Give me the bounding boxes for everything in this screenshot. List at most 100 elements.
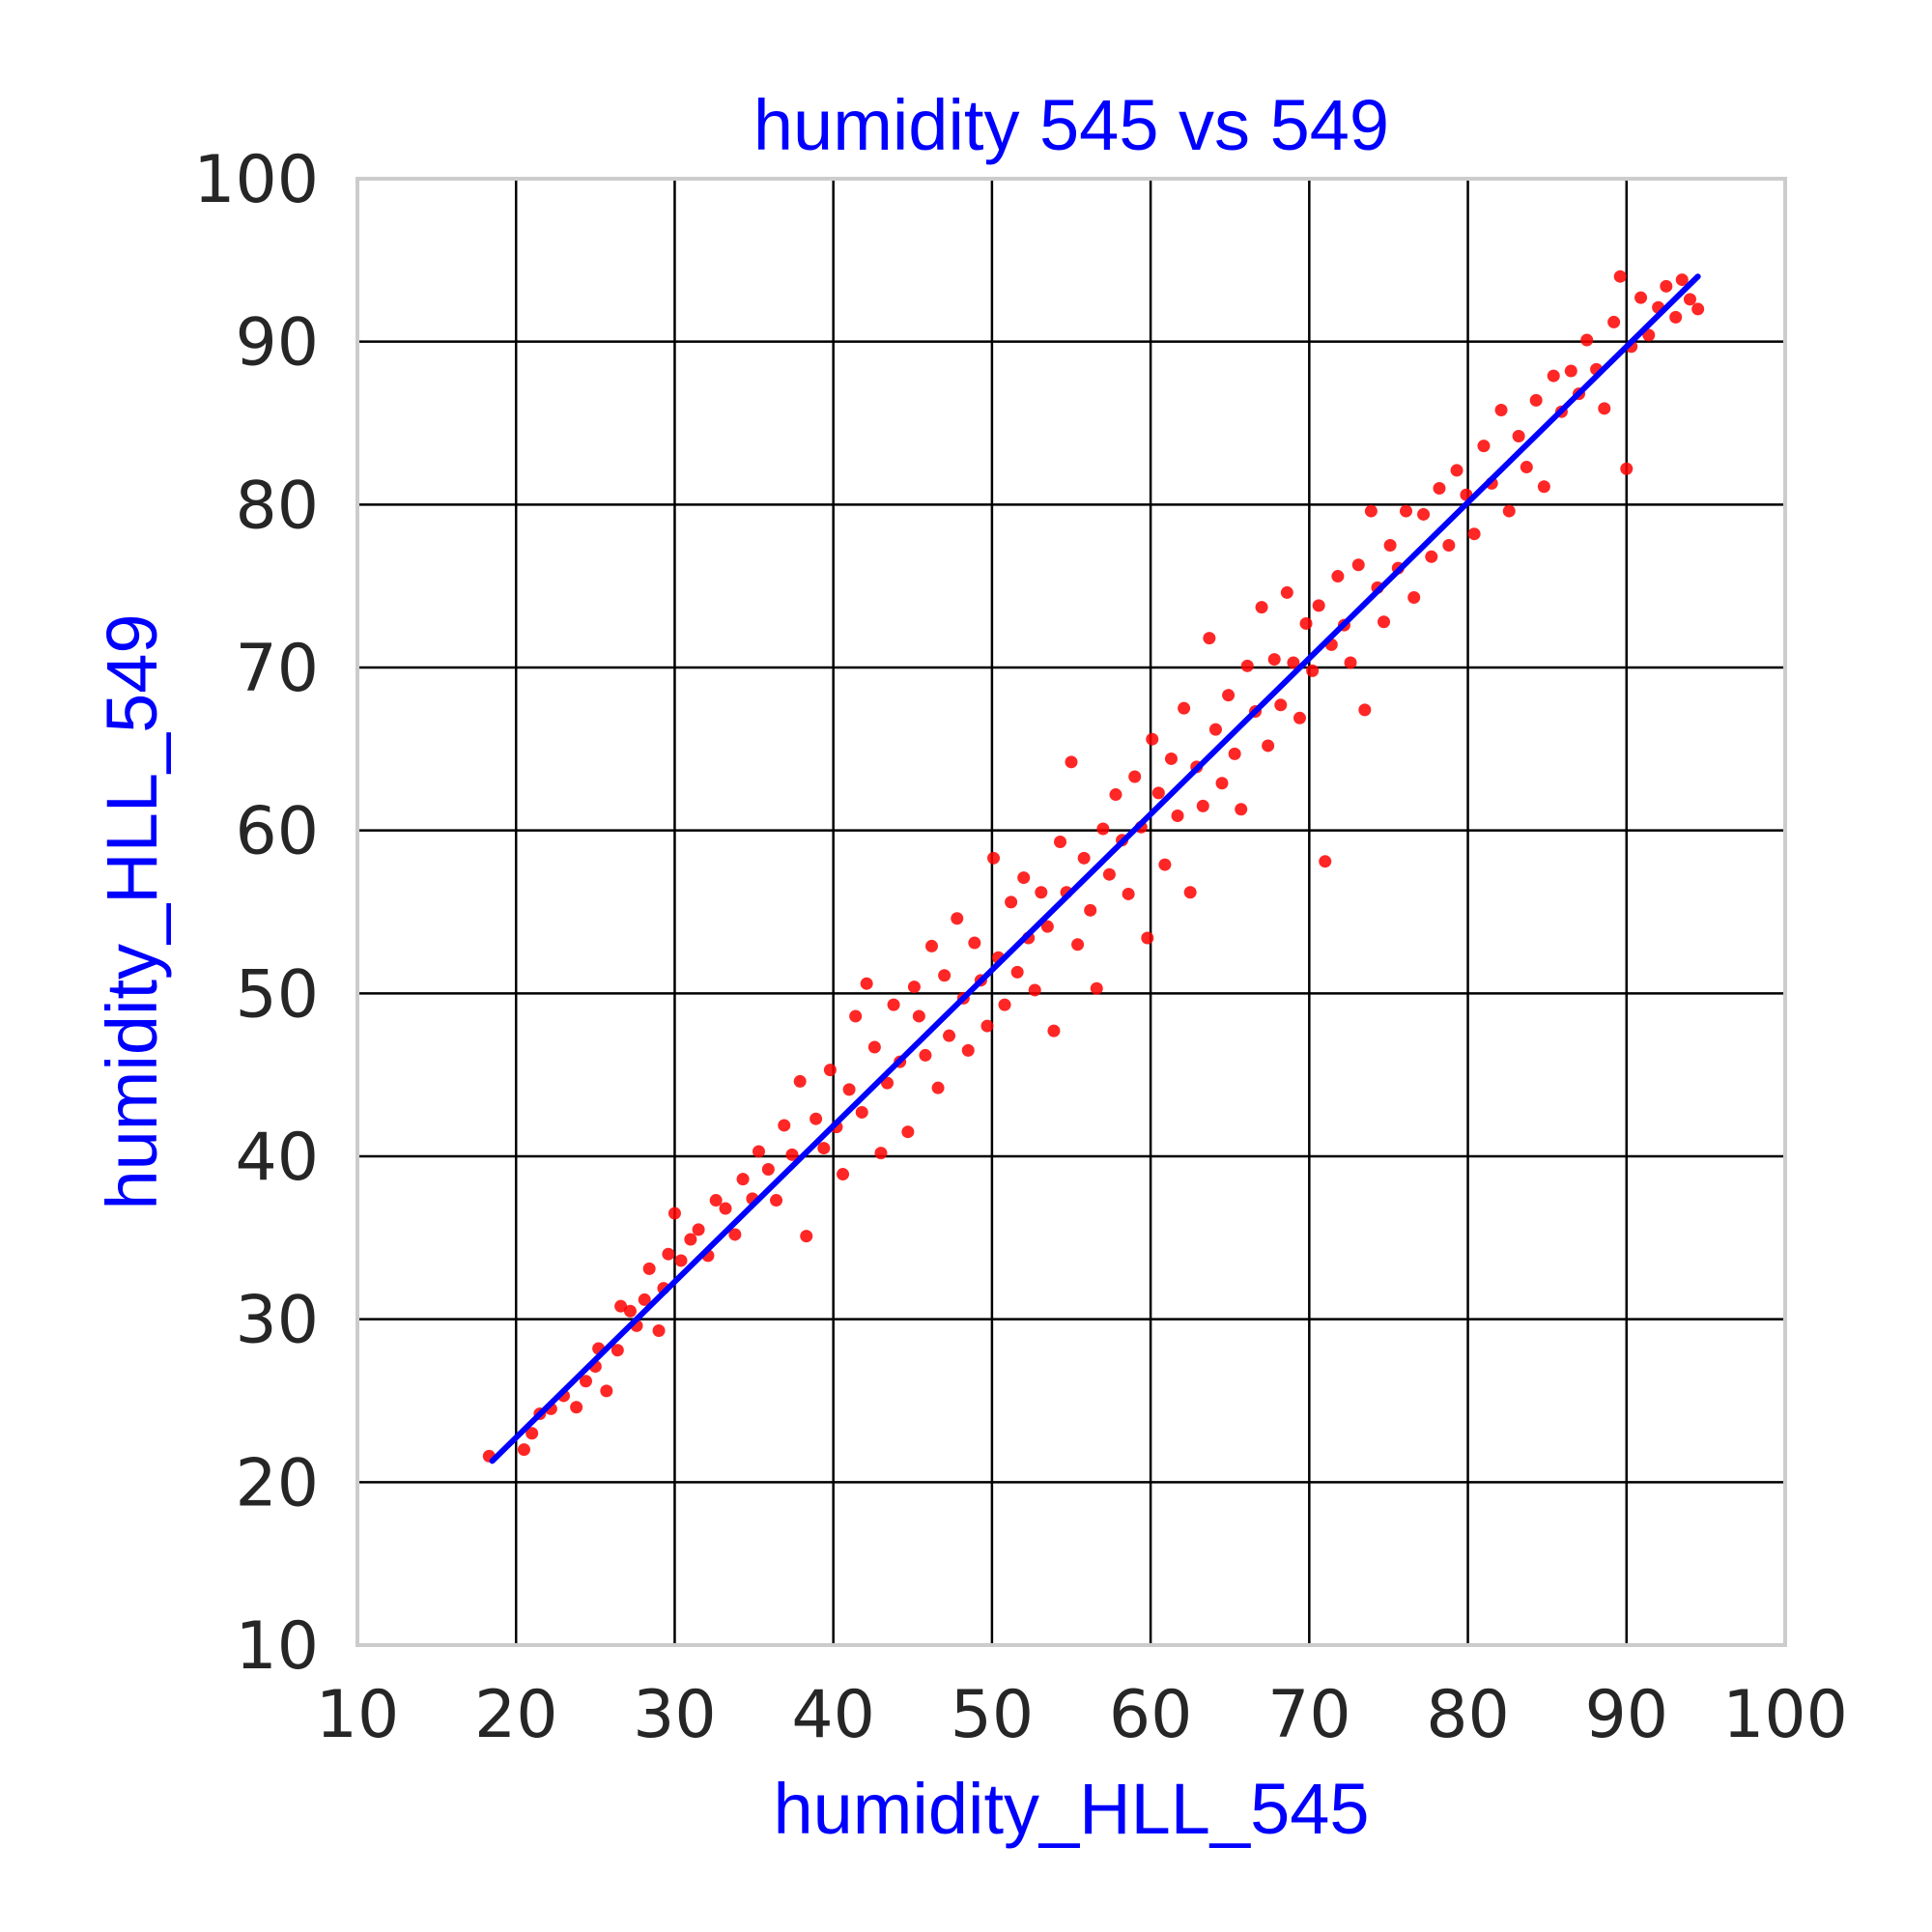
data-point — [1293, 711, 1306, 724]
fit-line — [489, 273, 1701, 1464]
data-point — [1164, 752, 1178, 765]
data-point — [943, 1029, 956, 1042]
data-point — [579, 1375, 592, 1388]
data-point — [1564, 364, 1577, 378]
data-point — [1669, 310, 1683, 324]
data-point — [674, 1254, 688, 1267]
data-point — [1274, 698, 1288, 712]
data-point — [662, 1247, 675, 1261]
x-tick-labels: 10 20 30 40 50 60 70 80 90 100 — [316, 1677, 1848, 1753]
data-point — [1035, 886, 1048, 899]
plot-frame — [355, 177, 1787, 1647]
data-point — [1477, 440, 1491, 453]
x-tick-label: 20 — [474, 1677, 558, 1753]
data-point — [1634, 291, 1648, 304]
data-point — [614, 1299, 628, 1313]
data-point — [793, 1074, 807, 1088]
x-tick-label: 10 — [316, 1677, 400, 1753]
data-point — [1235, 803, 1248, 816]
data-point — [1400, 504, 1413, 518]
data-point — [1146, 732, 1159, 746]
data-point — [1183, 886, 1197, 899]
data-point — [1642, 328, 1656, 342]
data-point — [1280, 585, 1293, 599]
data-point — [837, 1168, 850, 1181]
data-point — [1319, 855, 1332, 868]
y-tick-label: 80 — [235, 468, 319, 544]
data-point — [611, 1344, 624, 1357]
data-point — [692, 1223, 705, 1236]
y-tick-label: 30 — [235, 1283, 319, 1359]
data-point — [1442, 539, 1456, 552]
data-point — [842, 1083, 856, 1096]
data-point — [709, 1194, 723, 1208]
data-point — [874, 1147, 888, 1160]
data-point — [736, 1173, 750, 1186]
data-point — [752, 1145, 765, 1158]
data-point — [1028, 983, 1041, 997]
data-point — [728, 1228, 742, 1241]
data-point — [1433, 481, 1446, 495]
x-tick-label: 90 — [1585, 1677, 1669, 1753]
gridlines — [357, 179, 1785, 1645]
data-point — [1306, 664, 1320, 677]
data-point — [867, 1040, 881, 1054]
data-point — [652, 1323, 666, 1337]
data-point — [961, 1043, 975, 1057]
data-point — [1494, 404, 1508, 417]
data-point — [600, 1384, 613, 1398]
data-point — [1208, 723, 1222, 736]
data-point — [1383, 539, 1397, 552]
data-point — [1005, 895, 1018, 909]
data-point — [1417, 507, 1431, 521]
data-point — [1607, 315, 1621, 328]
data-point — [1228, 747, 1241, 760]
data-point — [1071, 938, 1085, 952]
x-tick-label: 70 — [1267, 1677, 1351, 1753]
data-point — [1010, 965, 1024, 979]
data-point — [1040, 920, 1054, 933]
data-point — [912, 1009, 925, 1023]
data-point — [1613, 270, 1627, 283]
data-point — [1141, 931, 1154, 945]
x-tick-label: 30 — [633, 1677, 717, 1753]
data-point — [638, 1293, 651, 1306]
data-point — [1683, 293, 1696, 306]
data-point — [1178, 701, 1191, 715]
data-point — [642, 1262, 656, 1275]
y-tick-labels: 10 20 30 40 50 60 70 80 90 100 — [193, 142, 319, 1685]
data-point — [684, 1233, 697, 1246]
data-point — [1675, 273, 1689, 287]
data-point — [1158, 858, 1172, 871]
data-point — [1425, 550, 1438, 563]
y-tick-label: 40 — [235, 1120, 319, 1196]
x-tick-label: 80 — [1426, 1677, 1510, 1753]
data-point — [1467, 527, 1481, 541]
y-tick-label: 60 — [235, 794, 319, 870]
data-point — [924, 939, 938, 952]
y-tick-label: 100 — [193, 142, 319, 218]
data-point — [1065, 755, 1078, 769]
data-point — [1047, 1024, 1061, 1037]
data-point — [1122, 887, 1135, 900]
data-point — [1299, 616, 1313, 630]
data-point — [1450, 464, 1463, 477]
data-point — [761, 1162, 775, 1176]
data-point — [1255, 601, 1268, 614]
data-point — [1351, 558, 1365, 572]
data-point — [987, 851, 1001, 865]
data-point — [1196, 799, 1209, 812]
data-point — [887, 998, 900, 1011]
y-tick-label: 50 — [235, 956, 319, 1033]
data-point — [1378, 615, 1391, 629]
data-point — [1312, 599, 1325, 612]
x-axis-label: humidity_HLL_545 — [773, 1769, 1369, 1849]
y-tick-label: 90 — [235, 305, 319, 382]
data-point — [1054, 835, 1067, 848]
data-point — [1084, 903, 1097, 917]
data-point — [817, 1142, 831, 1155]
data-point — [1096, 822, 1110, 836]
x-tick-label: 100 — [1722, 1677, 1848, 1753]
y-tick-label: 20 — [235, 1445, 319, 1521]
